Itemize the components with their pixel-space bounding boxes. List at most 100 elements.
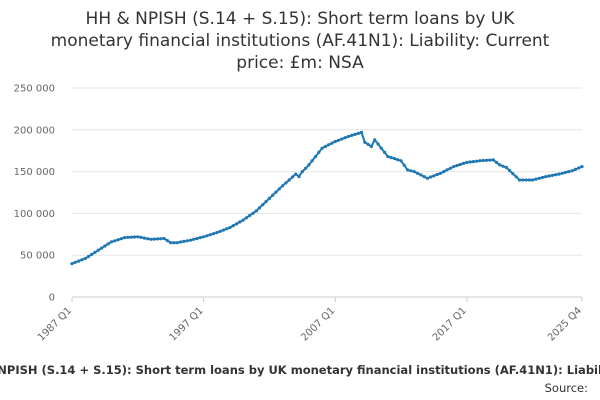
- data-point: [389, 156, 393, 160]
- data-point: [383, 150, 387, 154]
- data-point: [432, 174, 436, 178]
- data-point: [501, 164, 505, 168]
- data-point: [567, 170, 571, 174]
- chart-title-line-1: HH & NPISH (S.14 + S.15): Short term loa…: [85, 9, 515, 29]
- data-point: [455, 163, 459, 168]
- data-point: [580, 165, 584, 169]
- data-point: [244, 216, 248, 220]
- data-point: [573, 167, 578, 171]
- data-point: [179, 240, 183, 244]
- data-point: [195, 236, 199, 241]
- data-point: [290, 175, 295, 179]
- data-point: [547, 174, 551, 178]
- x-tick-label: 2007 Q1: [299, 305, 337, 343]
- data-point: [435, 172, 439, 177]
- data-point: [113, 239, 117, 243]
- data-point: [419, 173, 423, 177]
- data-point: [577, 166, 581, 170]
- data-point: [491, 158, 495, 162]
- data-point: [103, 244, 107, 248]
- data-point: [504, 165, 508, 169]
- data-point: [225, 227, 229, 231]
- data-point: [376, 142, 380, 146]
- data-point: [511, 172, 515, 176]
- data-point: [267, 196, 271, 200]
- data-point: [257, 206, 262, 210]
- data-point: [346, 134, 350, 139]
- data-point: [205, 234, 209, 238]
- data-point: [287, 178, 291, 182]
- data-point: [165, 239, 169, 243]
- data-point: [458, 162, 462, 167]
- data-point: [284, 181, 288, 185]
- data-point: [369, 144, 373, 149]
- data-point: [406, 168, 410, 172]
- data-point: [544, 175, 548, 179]
- data-point: [366, 142, 370, 146]
- data-point: [485, 158, 489, 162]
- data-point: [172, 241, 176, 245]
- data-point: [521, 178, 525, 182]
- data-point: [169, 241, 173, 245]
- data-point: [100, 246, 104, 250]
- data-point: [185, 239, 189, 243]
- data-point: [333, 139, 337, 144]
- data-point: [560, 171, 564, 175]
- data-point: [323, 144, 327, 149]
- data-point: [142, 236, 146, 240]
- series-caption-text: HH & NPISH (S.14 + S.15): Short term loa…: [0, 363, 600, 377]
- data-point: [310, 159, 314, 163]
- data-point: [198, 236, 202, 240]
- data-point: [537, 176, 541, 180]
- data-point: [93, 250, 97, 254]
- data-point: [215, 231, 219, 235]
- data-point: [494, 160, 499, 164]
- data-point: [550, 173, 555, 177]
- data-point: [356, 131, 360, 135]
- data-point: [517, 178, 522, 182]
- data-point: [475, 159, 479, 163]
- data-point: [442, 170, 446, 174]
- data-point: [119, 237, 123, 241]
- data-point: [261, 203, 265, 207]
- data-point: [297, 175, 301, 179]
- data-point: [399, 159, 403, 163]
- data-point: [129, 235, 133, 239]
- source-label: Source:: [544, 381, 588, 395]
- data-point: [182, 239, 186, 243]
- data-point: [452, 165, 456, 169]
- data-point: [271, 193, 275, 197]
- data-point: [188, 238, 193, 242]
- data-point: [248, 213, 252, 218]
- data-point: [300, 170, 304, 174]
- data-point: [159, 237, 163, 241]
- chart-title-line-2: monetary financial institutions (AF.41N1…: [50, 31, 550, 51]
- data-point: [359, 130, 364, 134]
- data-point: [234, 222, 239, 226]
- y-tick-label: 100 000: [14, 209, 55, 220]
- data-point: [340, 137, 344, 141]
- data-point: [343, 136, 347, 140]
- data-point: [531, 178, 535, 182]
- chart-title-line-3: price: £m: NSA: [236, 53, 364, 73]
- data-point: [468, 160, 472, 164]
- data-point: [498, 163, 502, 167]
- data-point: [363, 140, 367, 144]
- data-point: [353, 132, 357, 136]
- chart-title: HH & NPISH (S.14 + S.15): Short term loa…: [0, 8, 600, 74]
- data-point: [438, 171, 443, 175]
- data-point: [422, 175, 426, 179]
- data-point: [116, 238, 120, 242]
- data-point: [80, 258, 84, 262]
- y-tick-label: 250 000: [14, 84, 55, 95]
- data-point: [228, 226, 232, 230]
- data-point: [162, 236, 166, 241]
- data-point: [86, 254, 91, 259]
- data-point: [409, 169, 413, 173]
- data-point: [396, 158, 400, 162]
- data-point: [109, 240, 114, 244]
- data-point: [327, 143, 331, 147]
- data-point: [313, 155, 318, 159]
- data-point: [488, 158, 492, 162]
- data-point: [307, 163, 311, 167]
